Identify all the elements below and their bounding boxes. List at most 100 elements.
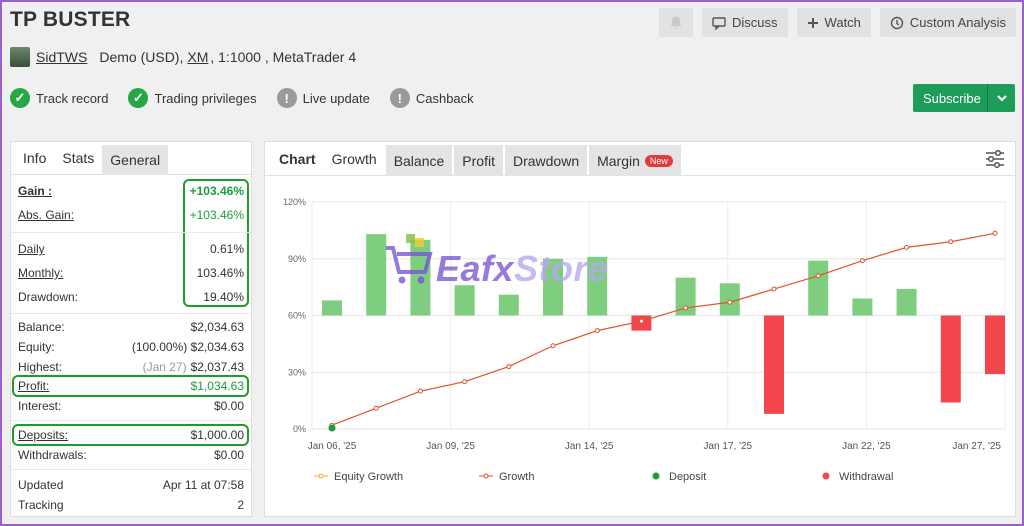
- stat-label: Monthly:: [18, 266, 64, 280]
- stat-label: Interest:: [18, 399, 62, 413]
- stat-tracking: Tracking 2: [18, 496, 244, 514]
- broker-link[interactable]: XM: [187, 49, 209, 65]
- chart-bar: [366, 234, 387, 316]
- stat-label: Abs. Gain:: [18, 208, 75, 222]
- chevron-down-icon[interactable]: [987, 84, 1015, 112]
- chart-bar: [322, 300, 342, 316]
- highlight-profit-box: [12, 375, 249, 397]
- stat-value: $0.00: [213, 448, 244, 462]
- user-link[interactable]: SidTWS: [36, 49, 88, 65]
- discuss-label: Discuss: [732, 15, 778, 30]
- chart-settings-icon[interactable]: [985, 149, 1005, 173]
- growth-point: [417, 388, 423, 394]
- tab-general[interactable]: General: [102, 145, 169, 175]
- stat-equity: Equity: (100.00%) $2,034.63: [18, 338, 244, 356]
- stat-equity-pct: (100.00%): [131, 340, 188, 354]
- new-badge: New: [644, 154, 673, 167]
- tab-growth[interactable]: Growth: [331, 150, 377, 167]
- stat-value: +103.46%: [189, 208, 244, 222]
- stat-value: $2,037.43: [190, 360, 244, 374]
- plus-icon: [807, 17, 818, 28]
- stat-label: Withdrawals:: [18, 448, 87, 462]
- tab-chart[interactable]: Chart: [279, 150, 316, 167]
- y-tick-label: 90%: [288, 254, 306, 264]
- tab-balance[interactable]: Balance: [385, 145, 453, 176]
- subscribe-button[interactable]: Subscribe: [913, 84, 1015, 112]
- stat-daily: Daily 0.61%: [18, 240, 244, 258]
- legend-point-marker: [318, 473, 324, 479]
- account-type: Demo (USD),: [99, 49, 184, 65]
- chart-bar: [454, 285, 475, 316]
- tab-margin[interactable]: Margin New: [589, 145, 681, 176]
- stat-highest: Highest: (Jan 27) $2,037.43: [18, 358, 244, 376]
- chart-bar: [498, 294, 519, 316]
- watermark-logo: EafxStore: [436, 248, 609, 290]
- chart-tabs: Chart Growth Balance Profit Drawdown Mar…: [265, 142, 1015, 176]
- divider: [11, 232, 251, 233]
- chart-bar: [852, 298, 873, 316]
- x-tick-label: Jan 22, '25: [842, 441, 891, 452]
- badge-cashback[interactable]: ! Cashback: [389, 86, 480, 110]
- stat-label: Profit:: [18, 379, 50, 393]
- badge-live-update[interactable]: ! Live update: [276, 86, 376, 110]
- stat-monthly: Monthly: 103.46%: [18, 264, 244, 282]
- stat-label: Deposits:: [18, 428, 69, 442]
- stat-label: Gain :: [18, 184, 53, 198]
- growth-point: [859, 258, 865, 264]
- badge-label: Trading privileges: [154, 90, 257, 106]
- page-title: TP BUSTER: [10, 8, 131, 31]
- watermark-brand-b: Store: [514, 248, 609, 289]
- y-tick-label: 0%: [293, 424, 306, 434]
- stat-withdrawals: Withdrawals: $0.00: [18, 446, 244, 464]
- y-tick-label: 60%: [288, 311, 306, 321]
- stat-value: $1,034.63: [190, 379, 244, 393]
- growth-point: [506, 364, 512, 370]
- divider: [11, 313, 251, 314]
- legend-dot-marker: [822, 472, 830, 480]
- watermark-brand-a: Eafx: [436, 248, 515, 289]
- growth-point: [683, 305, 689, 311]
- growth-point: [815, 273, 821, 279]
- stat-highest-date: (Jan 27): [142, 360, 187, 374]
- tab-profit[interactable]: Profit: [454, 145, 503, 176]
- y-tick-label: 30%: [288, 367, 306, 377]
- stat-value: 2: [237, 498, 244, 512]
- tab-stats[interactable]: Stats: [62, 150, 95, 166]
- stats-panel: Info Stats General Gain : +103.46% Abs. …: [10, 141, 252, 517]
- check-icon: ✓: [10, 88, 30, 108]
- avatar[interactable]: [10, 47, 30, 67]
- badge-row: ✓ Track record ✓ Trading privileges ! Li…: [10, 86, 480, 110]
- chart-bar: [940, 315, 961, 403]
- growth-point: [948, 239, 954, 245]
- badge-track-record[interactable]: ✓ Track record: [10, 86, 114, 110]
- badge-trading-privileges[interactable]: ✓ Trading privileges: [128, 86, 262, 110]
- chart-bar: [808, 260, 829, 316]
- notification-button[interactable]: [659, 8, 694, 37]
- legend-label: Deposit: [669, 471, 706, 483]
- tab-info[interactable]: Info: [23, 150, 47, 166]
- chart-bar: [587, 256, 608, 316]
- watermark-cart-icon: [386, 234, 433, 284]
- highlight-deposits-box: [12, 424, 249, 446]
- chart-bar: [543, 258, 563, 316]
- x-tick-label: Jan 06, '25: [308, 441, 357, 452]
- custom-analysis-button[interactable]: Custom Analysis: [879, 8, 1016, 37]
- watch-button[interactable]: Watch: [796, 8, 871, 37]
- growth-point: [904, 244, 910, 250]
- stat-value: +103.46%: [189, 184, 244, 198]
- tab-drawdown[interactable]: Drawdown: [504, 145, 588, 176]
- watch-label: Watch: [824, 15, 861, 30]
- stat-gain: Gain : +103.46%: [18, 182, 244, 200]
- growth-point: [771, 286, 777, 292]
- growth-line: [331, 232, 996, 426]
- growth-point: [373, 405, 379, 411]
- stat-value: $2,034.63: [190, 340, 244, 354]
- discuss-button[interactable]: Discuss: [702, 8, 788, 37]
- check-icon: ✓: [128, 88, 149, 108]
- subscribe-label: Subscribe: [923, 90, 981, 106]
- highlight-gain-box: [183, 179, 249, 307]
- clock-icon: [890, 16, 904, 29]
- stat-label: Updated: [18, 478, 64, 492]
- stat-label: Equity:: [18, 340, 55, 354]
- stat-updated: Updated Apr 11 at 07:58: [18, 476, 244, 494]
